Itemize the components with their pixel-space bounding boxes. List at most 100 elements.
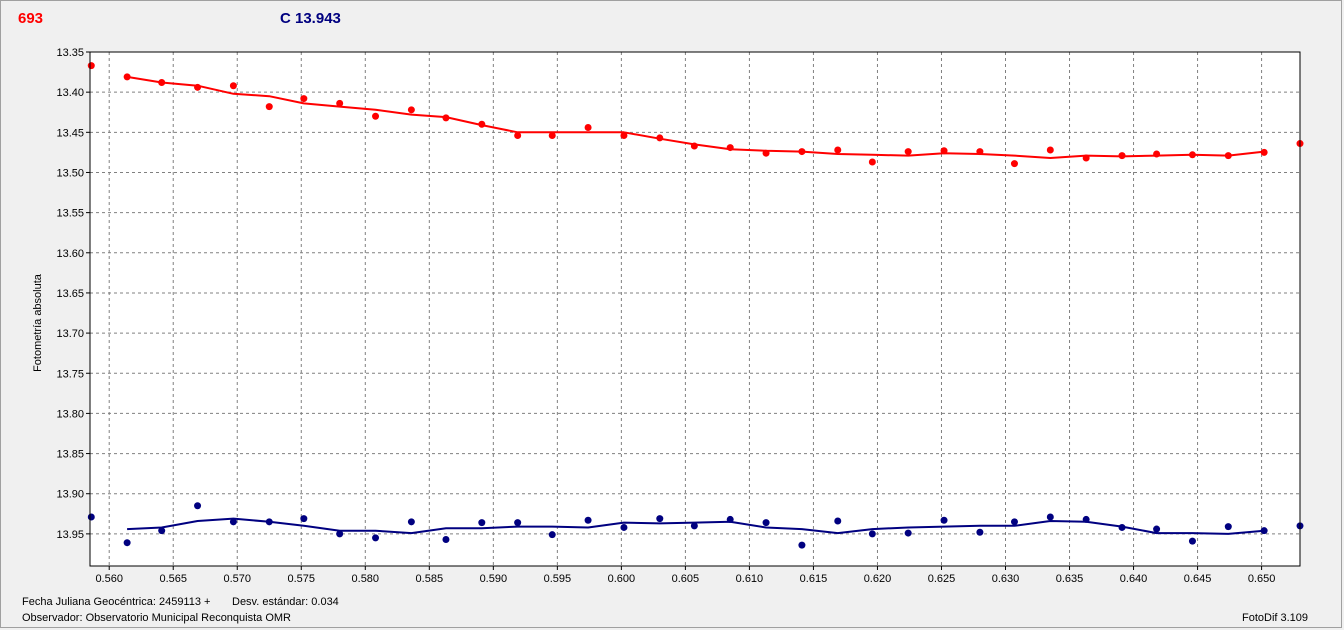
data-point-target [656, 134, 664, 142]
plot-area [90, 52, 1300, 566]
x-tick-label: 0.620 [864, 573, 892, 585]
data-point-target [1188, 151, 1196, 159]
data-point-target [762, 149, 770, 157]
data-point-target [336, 99, 344, 107]
data-point-target [1010, 160, 1018, 168]
x-axis-ticks: 0.560 0.565 0.570 0.575 0.580 0.585 0.590 0.595… [95, 566, 1275, 585]
data-point-target [976, 148, 984, 156]
data-point-target [584, 123, 592, 131]
x-tick-label: 0.580 [352, 573, 380, 585]
x-tick-label: 0.575 [288, 573, 316, 585]
data-point-target [194, 83, 202, 91]
data-point-comparison [868, 530, 876, 538]
data-point-comparison [762, 519, 770, 527]
data-point-target [1224, 152, 1232, 160]
y-axis-ticks: 13.35 13.40 13.45 13.50 13.55 13.60 13.65 13.70… [56, 47, 90, 541]
data-point-comparison [798, 541, 806, 549]
y-tick-label: 13.80 [56, 408, 84, 420]
data-point-comparison [194, 502, 202, 510]
target-label: 693 [18, 10, 44, 27]
data-point-target [123, 73, 131, 81]
plot-border [89, 51, 1301, 567]
data-point-target [1082, 154, 1090, 162]
data-point-target [726, 144, 734, 152]
data-point-comparison [158, 527, 166, 535]
data-point-comparison [123, 539, 131, 547]
data-point-target [620, 132, 628, 140]
data-point-comparison [1153, 525, 1161, 533]
data-point-target [690, 142, 698, 150]
std-deviation-label: Desv. estándar: 0.034 [232, 596, 339, 608]
data-point-target [158, 79, 166, 87]
data-point-comparison [1188, 537, 1196, 545]
y-tick-label: 13.35 [56, 47, 84, 59]
julian-date-label: Fecha Juliana Geocéntrica: 2459113 + [22, 596, 211, 608]
data-point-comparison [1010, 518, 1018, 526]
data-point-comparison [1224, 523, 1232, 531]
data-point-target [834, 146, 842, 154]
y-tick-label: 13.40 [56, 87, 84, 99]
data-point-comparison [442, 535, 450, 543]
data-point-target [478, 120, 486, 128]
data-point-target [1046, 146, 1054, 154]
data-point-target [1118, 152, 1126, 160]
data-point-target [940, 147, 948, 155]
data-point-target [229, 82, 237, 90]
data-point-comparison [904, 529, 912, 537]
data-point-comparison [300, 515, 308, 523]
data-point-target [514, 132, 522, 140]
data-point-comparison [1118, 523, 1126, 531]
x-tick-label: 0.590 [480, 573, 508, 585]
data-point-target [265, 103, 273, 111]
data-point-target [868, 158, 876, 166]
x-tick-label: 0.645 [1184, 573, 1212, 585]
data-points [87, 62, 1304, 549]
x-tick-label: 0.600 [608, 573, 636, 585]
x-tick-label: 0.570 [223, 573, 251, 585]
data-point-comparison [265, 518, 273, 526]
x-tick-label: 0.625 [928, 573, 956, 585]
data-point-comparison [656, 515, 664, 523]
x-tick-label: 0.585 [416, 573, 444, 585]
x-tick-label: 0.650 [1248, 573, 1276, 585]
x-tick-label: 0.630 [992, 573, 1020, 585]
x-tick-label: 0.560 [95, 573, 123, 585]
data-point-comparison [372, 534, 380, 542]
data-point-comparison [1082, 515, 1090, 523]
data-point-comparison [336, 530, 344, 538]
data-point-target [442, 114, 450, 122]
data-point-target [300, 95, 308, 103]
data-point-comparison [514, 519, 522, 527]
y-tick-label: 13.95 [56, 529, 84, 541]
data-point-target [548, 132, 556, 140]
data-point-target [407, 106, 415, 114]
data-point-comparison [478, 519, 486, 527]
y-tick-label: 13.90 [56, 489, 84, 501]
data-point-comparison [407, 518, 415, 526]
data-point-target [87, 62, 95, 70]
data-point-comparison [548, 531, 556, 539]
data-point-comparison [690, 522, 698, 530]
data-point-comparison [1046, 513, 1054, 521]
y-tick-label: 13.75 [56, 368, 84, 380]
data-point-comparison [229, 518, 237, 526]
x-tick-label: 0.605 [672, 573, 700, 585]
y-tick-label: 13.50 [56, 167, 84, 179]
y-tick-label: 13.70 [56, 328, 84, 340]
observer-label: Observador: Observatorio Municipal Recon… [22, 612, 292, 624]
x-tick-label: 0.595 [544, 573, 572, 585]
data-point-comparison [834, 517, 842, 525]
data-point-comparison [1260, 527, 1268, 535]
y-tick-label: 13.55 [56, 208, 84, 220]
y-tick-label: 13.60 [56, 248, 84, 260]
x-tick-label: 0.610 [736, 573, 764, 585]
data-point-comparison [726, 515, 734, 523]
software-version-label: FotoDif 3.109 [1242, 612, 1309, 624]
data-point-target [1260, 148, 1268, 156]
x-tick-label: 0.635 [1056, 573, 1084, 585]
data-point-comparison [976, 528, 984, 536]
data-point-target [904, 148, 912, 156]
x-tick-label: 0.565 [159, 573, 187, 585]
